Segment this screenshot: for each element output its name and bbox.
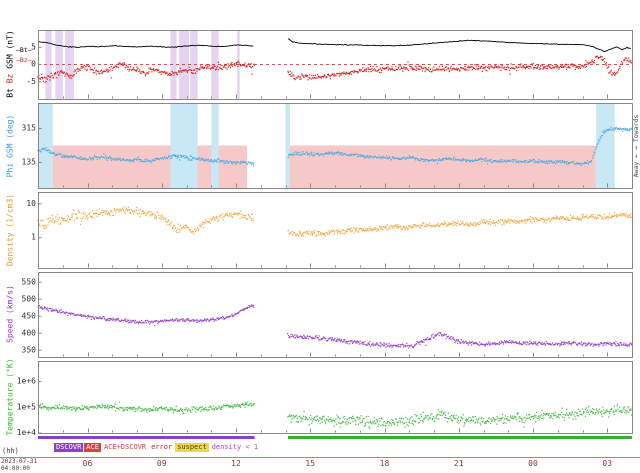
mini-legend-bt: Bt xyxy=(16,47,32,54)
legend-item-ace: ACE xyxy=(84,443,101,452)
axis-label-temperature: Temperature (°K) xyxy=(5,358,15,436)
axis-label-bt: Bt xyxy=(5,88,15,98)
axis-label-speed: Speed (km/s) xyxy=(5,285,15,343)
hour-unit-label: (hh) xyxy=(2,447,19,455)
legend-item-ace-dscovr: ACE+DSCOVR xyxy=(101,443,149,452)
footer-start-time: 04:00:00 xyxy=(1,465,30,472)
axis-label-phi: Phi GSM (deg) xyxy=(5,114,15,178)
source-quality-legend: DSCOVR ACE ACE+DSCOVR error suspect density <… xyxy=(54,443,261,452)
axis-label-gsm-nt: GSM (nT) xyxy=(5,30,15,69)
axis-label-bt-bz: Bt Bz GSM (nT) xyxy=(6,30,15,97)
sector-direction-label: Away ← → Towards xyxy=(632,114,640,178)
legend-item-dscovr: DSCOVR xyxy=(54,443,84,452)
footer-start-date: 2023-07-31 xyxy=(1,458,38,465)
axis-baseline xyxy=(0,457,640,458)
legend-item-error: error xyxy=(149,443,175,452)
legend-item-suspect: suspect xyxy=(175,443,209,452)
axis-label-density: Density (1/cm3) xyxy=(5,193,15,267)
axis-label-bz: Bz xyxy=(5,73,15,84)
mini-legend-bz: Bz xyxy=(16,57,32,64)
legend-item-density-1: density < 1 xyxy=(209,443,261,452)
